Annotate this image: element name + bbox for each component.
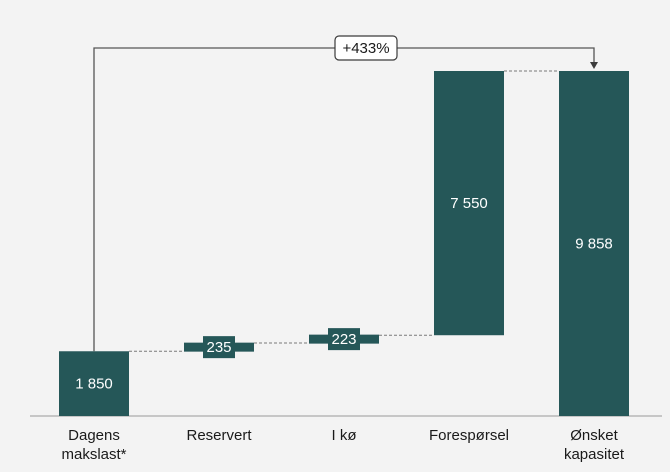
value-label-4: 9 858	[575, 236, 613, 253]
bar-0	[59, 351, 129, 416]
value-label-0: 1 850	[75, 376, 113, 393]
bar-label-box-2	[328, 328, 360, 351]
connector-lines	[129, 70, 559, 352]
value-labels-group: 1 850 235 223 7 550 9 858	[75, 195, 613, 393]
annotation-arrowhead	[590, 62, 598, 69]
value-label-1: 235	[206, 339, 231, 356]
category-label-4-0: Ønsket	[570, 427, 618, 444]
annotation-arrow-line	[93, 47, 595, 352]
category-label-0-1: makslast*	[61, 446, 126, 463]
growth-annotation: +433%	[93, 35, 598, 352]
bar-4	[559, 71, 629, 416]
bars-group	[59, 71, 629, 416]
bar-label-box-1	[203, 336, 235, 359]
category-label-0-0: Dagens	[68, 427, 120, 444]
category-label-1-0: Reservert	[186, 427, 252, 444]
bar-3	[434, 71, 504, 336]
category-labels-group: Dagens makslast* Reservert I kø Forespørsel Ø…	[61, 427, 624, 463]
value-label-2: 223	[331, 331, 356, 348]
category-label-3-0: Forespørsel	[429, 427, 509, 444]
annotation-label: +433%	[342, 40, 389, 57]
category-label-4-1: kapasitet	[564, 446, 625, 463]
category-label-2-0: I kø	[332, 427, 357, 444]
annotation-box	[334, 35, 398, 61]
value-label-3: 7 550	[450, 195, 488, 212]
